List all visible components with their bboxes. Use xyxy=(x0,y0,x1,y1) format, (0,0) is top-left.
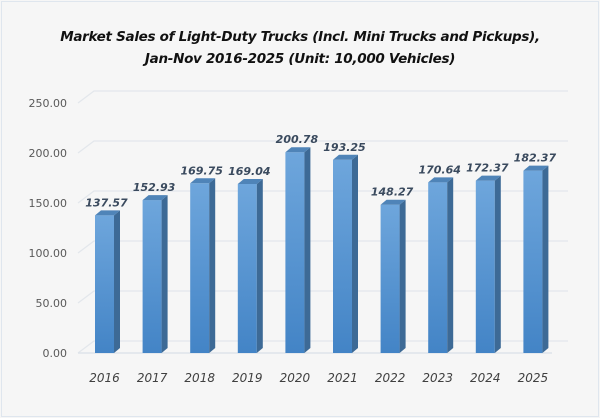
y-tick-label: 150.00 xyxy=(29,197,68,210)
bar-top xyxy=(237,178,263,184)
bar-front xyxy=(475,180,495,353)
data-label: 148.27 xyxy=(371,186,414,199)
chart-title: Market Sales of Light-Duty Trucks (Incl.… xyxy=(0,26,600,70)
bar: 200.78 xyxy=(276,133,319,353)
bar-front xyxy=(428,182,448,353)
data-label: 193.25 xyxy=(323,141,366,154)
chart-title-line1: Market Sales of Light-Duty Trucks (Incl.… xyxy=(60,29,540,45)
bar-front xyxy=(237,183,257,353)
bar-side xyxy=(209,178,216,353)
bar-top xyxy=(333,154,358,160)
data-label: 170.64 xyxy=(418,163,460,176)
gridline xyxy=(77,190,568,204)
gridline xyxy=(77,340,568,354)
bar: 193.25 xyxy=(323,141,366,353)
bar: 182.37 xyxy=(514,152,557,353)
bar-top xyxy=(428,177,454,183)
x-tick-label: 2021 xyxy=(327,371,358,385)
bar: 172.37 xyxy=(466,162,509,353)
gridline xyxy=(77,290,568,304)
gridline xyxy=(77,240,568,254)
y-tick-label: 200.00 xyxy=(29,147,68,160)
bar-top xyxy=(190,178,216,184)
bar-side xyxy=(494,175,501,353)
gridline xyxy=(77,90,568,104)
bar-side xyxy=(542,165,549,353)
bar-front xyxy=(142,200,162,353)
bar-front xyxy=(523,170,543,353)
x-tick-label: 2018 xyxy=(184,371,215,385)
data-label: 169.04 xyxy=(228,165,270,178)
bar: 137.57 xyxy=(85,196,128,353)
y-axis-ticks: 0.00 50.00 100.00 150.00 200.00 250.00 xyxy=(29,97,68,360)
bar: 148.27 xyxy=(371,186,414,353)
bar-front xyxy=(285,152,305,353)
bar-front xyxy=(380,204,400,353)
bar-top xyxy=(95,210,120,216)
bar-front xyxy=(95,215,114,353)
y-tick-label: 100.00 xyxy=(29,247,68,260)
data-label: 137.57 xyxy=(85,196,128,209)
bar-top xyxy=(380,199,406,205)
bar-top xyxy=(523,165,549,171)
x-tick-label: 2023 xyxy=(422,371,453,385)
data-label: 169.75 xyxy=(180,164,223,177)
data-label: 172.37 xyxy=(466,162,509,175)
bar-top xyxy=(285,147,311,153)
x-tick-label: 2017 xyxy=(137,371,168,385)
y-tick-label: 0.00 xyxy=(43,347,68,360)
data-label: 182.37 xyxy=(514,152,557,165)
bar-top xyxy=(475,175,501,181)
x-tick-label: 2022 xyxy=(375,371,406,385)
x-axis-ticks: 2016 2017 2018 2019 2020 2021 2022 2023 2024 2025 xyxy=(89,371,548,385)
x-tick-label: 2024 xyxy=(470,371,501,385)
bar-side xyxy=(114,210,120,353)
data-label: 152.93 xyxy=(133,181,176,194)
bar-side xyxy=(399,199,406,353)
bar: 169.04 xyxy=(228,165,271,353)
y-tick-label: 250.00 xyxy=(29,97,68,110)
bar: 170.64 xyxy=(418,163,461,353)
gridline xyxy=(77,140,568,154)
bar-front xyxy=(333,159,352,353)
y-tick-label: 50.00 xyxy=(36,297,68,310)
x-tick-label: 2025 xyxy=(518,371,549,385)
bars: 137.57 152.93 169.75 169.04 200.78 193.25 148.… xyxy=(85,133,556,353)
bar-top xyxy=(142,195,168,201)
bar-side xyxy=(304,147,311,353)
bar-side xyxy=(447,177,454,353)
bar: 169.75 xyxy=(180,164,223,353)
x-tick-label: 2016 xyxy=(89,371,120,385)
bar-side xyxy=(256,178,263,353)
bar-side xyxy=(161,195,168,353)
bar: 152.93 xyxy=(133,181,176,353)
data-label: 200.78 xyxy=(276,133,319,146)
chart-title-line2: Jan-Nov 2016-2025 (Unit: 10,000 Vehicles… xyxy=(144,51,456,67)
x-tick-label: 2019 xyxy=(232,371,263,385)
x-tick-label: 2020 xyxy=(280,371,311,385)
bar-front xyxy=(190,183,210,353)
bar-side xyxy=(352,154,358,353)
